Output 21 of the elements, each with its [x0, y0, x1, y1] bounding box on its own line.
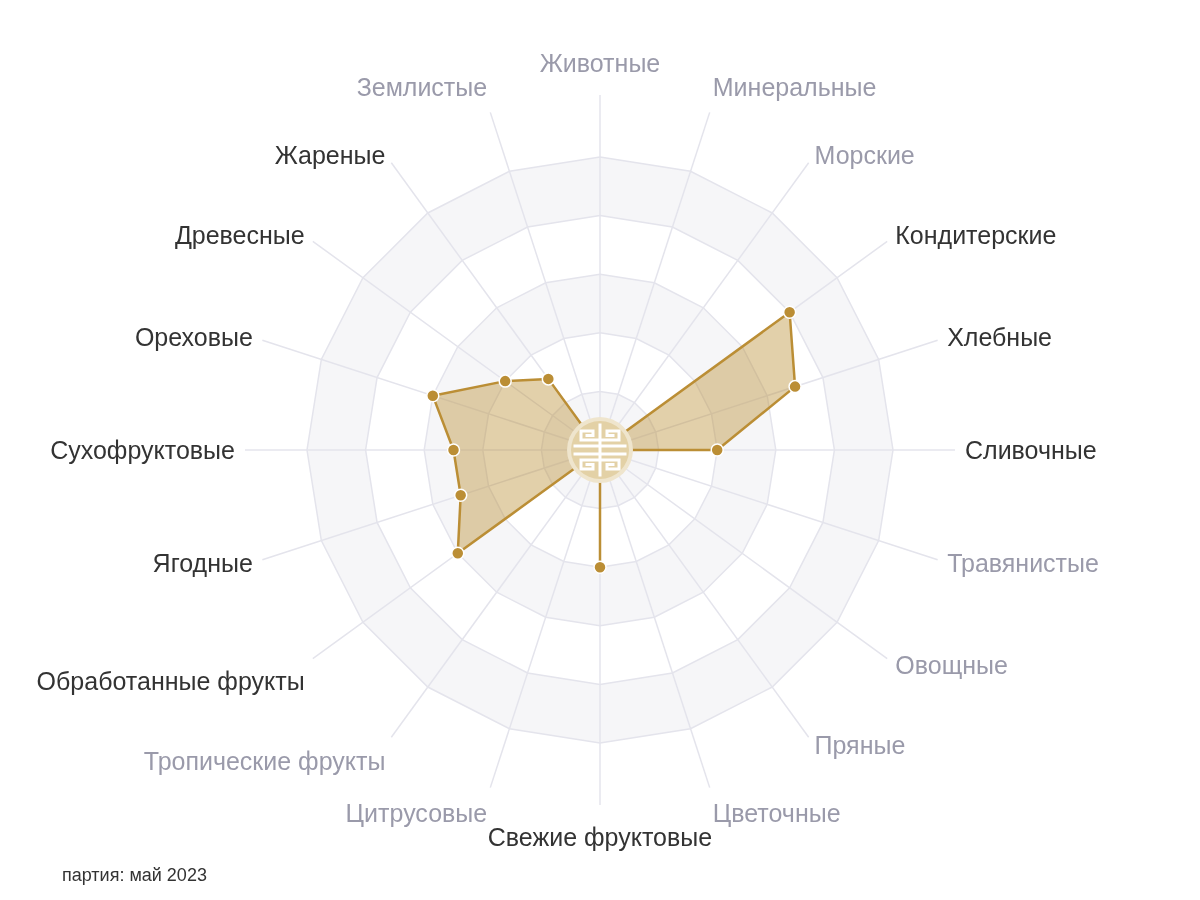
spoke-label: Ореховые: [134, 323, 253, 352]
spoke-label: Овощные: [895, 650, 1008, 679]
spoke-label: Землистые: [356, 72, 488, 101]
spoke-label: Цитрусовые: [345, 799, 488, 828]
spoke-label: Сухофруктовые: [50, 436, 235, 464]
spoke-label: Тропические фрукты: [143, 747, 386, 776]
spoke-label: Животные: [539, 49, 661, 77]
spoke-label: Морские: [814, 140, 915, 169]
spoke-label: Травянистые: [947, 548, 1099, 577]
spoke-label: Цветочные: [712, 799, 841, 828]
spoke-label: Древесные: [174, 221, 305, 250]
spoke-label: Обработанные фрукты: [36, 666, 305, 695]
text: партия: май 2023: [62, 865, 207, 885]
spoke-label: Свежие фруктовые: [487, 823, 713, 851]
spoke-label: Кондитерские: [895, 221, 1057, 250]
spoke-label: Пряные: [814, 731, 906, 760]
spoke-label: Ягодные: [152, 548, 253, 577]
spoke-label: Хлебные: [947, 323, 1053, 352]
spoke-label: Сливочные: [965, 436, 1097, 464]
spoke-label: Жареные: [274, 140, 386, 169]
spoke-label: Минеральные: [712, 72, 877, 101]
